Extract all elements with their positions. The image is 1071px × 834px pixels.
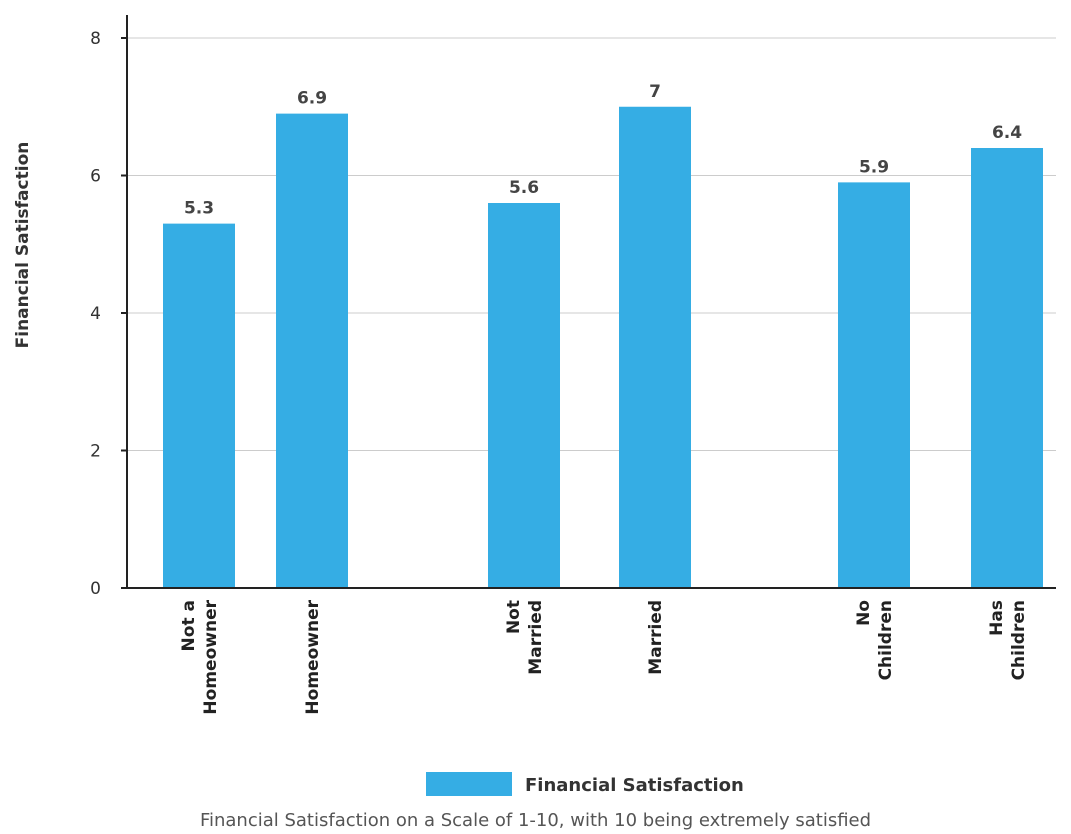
category-label: Children [1009, 600, 1029, 680]
bar [488, 203, 560, 588]
data-label: 6.9 [297, 89, 327, 109]
bars [163, 106, 1043, 588]
bar [838, 182, 910, 588]
y-axis-title: Financial Satisfaction [13, 142, 33, 349]
value-labels: 5.3 6.9 5.6 7 5.9 6.4 [184, 82, 1022, 219]
category-label: No [854, 600, 874, 626]
bar [163, 223, 235, 588]
y-tick-label: 8 [90, 29, 101, 49]
legend-swatch [426, 772, 512, 796]
y-tick-label: 2 [90, 442, 101, 462]
y-tick-label: 0 [90, 579, 101, 599]
category-label: Married [526, 600, 546, 675]
legend-label: Financial Satisfaction [525, 775, 744, 796]
category-label: Homeowner [201, 599, 221, 714]
y-tick-label: 6 [90, 167, 101, 187]
bar [619, 106, 691, 588]
category-label: Not [504, 600, 524, 634]
y-axis-ticks: 0 2 4 6 8 [90, 29, 127, 599]
category-label: Has [987, 600, 1007, 636]
data-label: 5.9 [859, 157, 889, 177]
gridlines [121, 37, 1056, 451]
category-label: Married [646, 600, 666, 675]
data-label: 5.3 [184, 199, 214, 219]
bar [276, 113, 348, 588]
chart-caption: Financial Satisfaction on a Scale of 1-1… [199, 810, 872, 831]
category-labels: Not a Homeowner Homeowner Not Married Married… [179, 599, 1029, 714]
data-label: 6.4 [992, 123, 1022, 143]
bar [971, 148, 1043, 588]
data-label: 7 [649, 82, 661, 102]
category-label: Not a [179, 600, 199, 651]
y-tick-label: 4 [90, 304, 101, 324]
category-label: Children [876, 600, 896, 680]
data-label: 5.6 [509, 178, 539, 198]
category-label: Homeowner [303, 599, 323, 714]
